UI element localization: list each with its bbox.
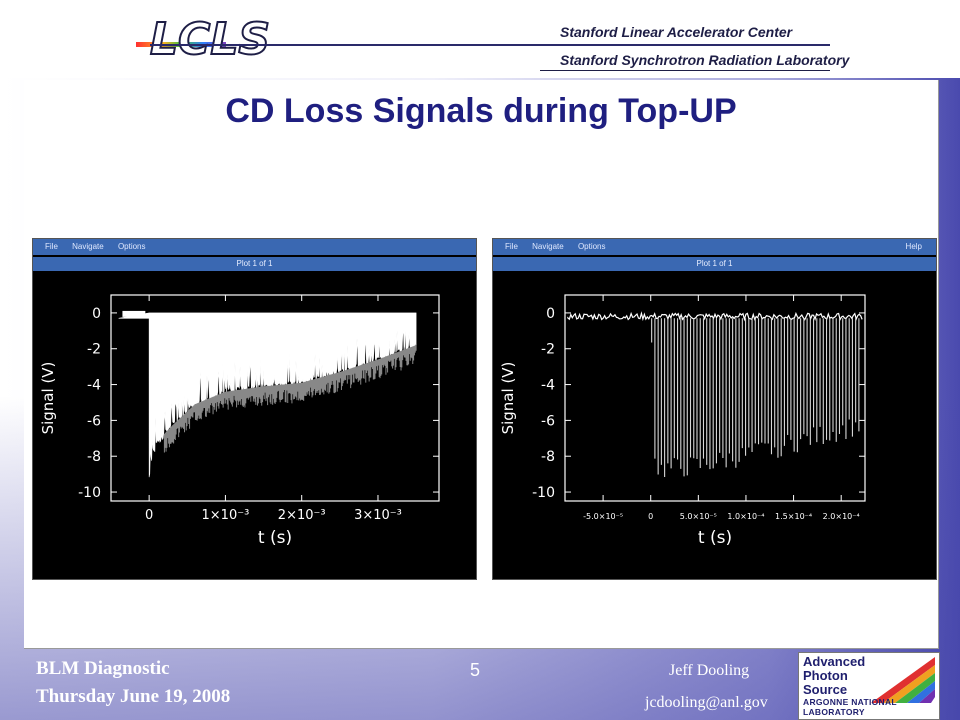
menu-options[interactable]: Options (117, 242, 146, 251)
plot-window-1: File Navigate Options Plot 1 of 1 0 -2 -4 -… (32, 238, 477, 580)
y-tick-label: -10 (78, 485, 101, 501)
menu-navigate[interactable]: Navigate (532, 242, 564, 251)
lab-rule (540, 70, 830, 71)
x-tick-label: 1×10⁻³ (202, 508, 250, 523)
aps-logo: Advanced Photon Source ARGONNE NATIONAL … (798, 652, 940, 720)
y-axis-label: Signal (V) (499, 362, 517, 435)
x-axis-label: t (s) (698, 528, 732, 548)
signal-spikes (651, 318, 860, 477)
plot-title-bar: Plot 1 of 1 (33, 257, 476, 271)
y-tick-label: -2 (87, 342, 101, 358)
x-tick-label: 1.5×10⁻⁴ (775, 512, 812, 521)
footer-date: Thursday June 19, 2008 (36, 686, 231, 707)
menu-file[interactable]: File (505, 242, 518, 251)
footer-title: BLM Diagnostic (36, 658, 170, 679)
lab-name-1: Stanford Linear Accelerator Center (560, 24, 793, 40)
aps-line-1: Advanced (803, 654, 866, 669)
menu-options[interactable]: Options (577, 242, 606, 251)
aps-line-2: Photon (803, 668, 848, 683)
page-number: 5 (470, 660, 481, 680)
logo-text: LCLS (150, 14, 270, 62)
x-axis-label: t (s) (258, 528, 292, 548)
y-tick-label: -8 (87, 449, 101, 465)
x-tick-label: 0 (648, 512, 653, 521)
author-name: Jeff Dooling (669, 662, 750, 679)
menu-bar: File Navigate Options Help (493, 239, 936, 255)
slide-title: CD Loss Signals during Top-UP (225, 92, 737, 130)
signal-trace (118, 310, 417, 478)
x-tick-label: 3×10⁻³ (354, 508, 402, 523)
x-tick-label: -5.0×10⁻⁵ (583, 512, 623, 521)
baseline-segment (122, 310, 146, 317)
chart-2: 0 -2 -4 -6 -8 -10 -5.0×10⁻⁵ 0 5.0×10⁻⁵ 1.0×10⁻⁴ 1.… (499, 294, 866, 548)
y-tick-label: -10 (532, 485, 555, 501)
menu-bar: File Navigate Options (33, 239, 476, 255)
menu-help[interactable]: Help (905, 242, 922, 251)
lab-name-2: Stanford Synchrotron Radiation Laborator… (560, 52, 850, 68)
menu-file[interactable]: File (45, 242, 58, 251)
aps-line-3: Source (803, 682, 848, 697)
x-tick-label: 2.0×10⁻⁴ (823, 512, 860, 521)
y-tick-label: 0 (546, 306, 555, 322)
aps-lab-name: ARGONNE NATIONAL LABORATORY (803, 697, 897, 717)
y-tick-label: -6 (541, 413, 555, 429)
x-tick-label: 0 (145, 508, 153, 523)
signal-trace (567, 311, 863, 477)
y-tick-label: -4 (541, 378, 555, 394)
signal-noise (163, 345, 417, 453)
x-tick-label: 2×10⁻³ (278, 508, 326, 523)
header: LCLS Stanford Linear Accelerator Center … (0, 0, 960, 78)
author-email: jcdooling@anl.gov (645, 694, 768, 711)
y-tick-label: -8 (541, 449, 555, 465)
plot-title-bar: Plot 1 of 1 (493, 257, 936, 271)
plot-frame (564, 294, 866, 502)
x-tick-label: 1.0×10⁻⁴ (727, 512, 764, 521)
aps-logo-text: Advanced Photon Source (803, 655, 865, 697)
plot-frame (110, 294, 440, 502)
chart-1: 0 -2 -4 -6 -8 -10 0 1×10⁻³ 2×10⁻³ 3×10⁻³ Signal (V… (39, 294, 440, 548)
plot-area: 0 -2 -4 -6 -8 -10 -5.0×10⁻⁵ 0 5.0×10⁻⁵ 1.0×10⁻⁴ 1.… (495, 273, 934, 577)
logo-rule (150, 44, 830, 46)
y-tick-label: -4 (87, 378, 101, 394)
lcls-logo: LCLS (136, 13, 271, 62)
x-tick-label: 5.0×10⁻⁵ (680, 512, 717, 521)
menu-navigate[interactable]: Navigate (72, 242, 104, 251)
y-axis-label: Signal (V) (39, 362, 57, 435)
plot-window-2: File Navigate Options Help Plot 1 of 1 0… (492, 238, 937, 580)
signal-baseline (567, 311, 863, 322)
aps-rainbow-icon (871, 657, 935, 703)
y-tick-label: -2 (541, 342, 555, 358)
y-tick-label: -6 (87, 413, 101, 429)
plot-area: 0 -2 -4 -6 -8 -10 0 1×10⁻³ 2×10⁻³ 3×10⁻³ Signal (V… (35, 273, 474, 577)
y-tick-label: 0 (92, 306, 101, 322)
